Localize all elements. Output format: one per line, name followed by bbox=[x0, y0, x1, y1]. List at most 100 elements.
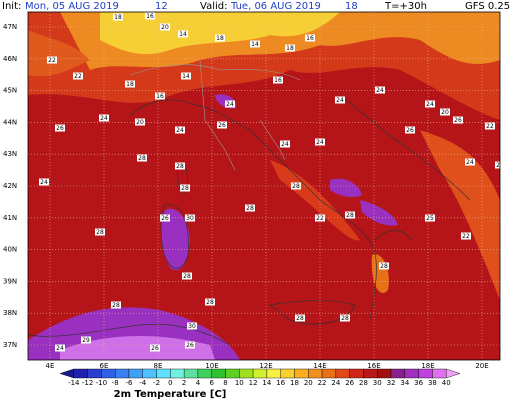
station-value: 26 bbox=[186, 342, 194, 349]
station-value: 22 bbox=[462, 233, 470, 240]
station-value: 20 bbox=[136, 119, 144, 126]
graticule bbox=[28, 12, 500, 360]
station-box bbox=[137, 154, 147, 162]
colorbar-box bbox=[349, 368, 364, 379]
init-hour: 12 bbox=[155, 1, 168, 12]
field-yellow bbox=[100, 12, 340, 55]
colorbar-tick-label: 6 bbox=[209, 379, 214, 387]
lon-label: 16E bbox=[367, 362, 380, 370]
colorbar-tick-label: 22 bbox=[318, 379, 327, 387]
station-value: 28 bbox=[346, 212, 354, 219]
station-value: 18 bbox=[126, 81, 134, 88]
station-value: 24 bbox=[316, 139, 324, 146]
station-values: 18 20 14 16 18 14 18 16 22 22 22 18 16 14 24 16 24 24 24 20… bbox=[39, 12, 504, 352]
station-value: 28 bbox=[112, 302, 120, 309]
station-box bbox=[285, 44, 295, 52]
station-value: 22 bbox=[74, 73, 82, 80]
station-value: 14 bbox=[251, 41, 259, 48]
station-value: 28 bbox=[496, 162, 504, 169]
colorbar-tick-label: 34 bbox=[400, 379, 409, 387]
colorbar-tick-label: 30 bbox=[373, 379, 382, 387]
station-value: 28 bbox=[206, 299, 214, 306]
station-value: 30 bbox=[188, 323, 196, 330]
station-value: 24 bbox=[176, 127, 184, 134]
station-value: 26 bbox=[454, 117, 462, 124]
lat-label: 45N bbox=[3, 87, 17, 95]
station-value: 18 bbox=[286, 45, 294, 52]
station-box bbox=[250, 40, 260, 48]
colorbar-box bbox=[335, 368, 350, 379]
station-value: 28 bbox=[183, 273, 191, 280]
station-box bbox=[305, 34, 315, 42]
station-box bbox=[135, 118, 145, 126]
colorbar-box bbox=[404, 368, 419, 379]
colorbar-box bbox=[128, 368, 143, 379]
colorbar-tick-label: 20 bbox=[304, 379, 313, 387]
station-box bbox=[215, 34, 225, 42]
lon-label: 8E bbox=[154, 362, 163, 370]
colorbar-box bbox=[377, 368, 392, 379]
colorbar-box bbox=[252, 368, 268, 379]
colorbar-box bbox=[225, 368, 240, 379]
field-orange-apennine bbox=[270, 160, 360, 241]
station-value: 22 bbox=[48, 57, 56, 64]
colorbar-tick-label: -12 bbox=[82, 379, 93, 387]
station-value: 28 bbox=[292, 183, 300, 190]
station-value: 28 bbox=[138, 155, 146, 162]
station-box bbox=[425, 214, 435, 222]
station-value: 26 bbox=[406, 127, 414, 134]
station-box bbox=[495, 161, 500, 169]
station-value: 26 bbox=[56, 125, 64, 132]
station-box bbox=[245, 204, 255, 212]
colorbar-title: 2m Temperature [C] bbox=[114, 389, 227, 400]
colorbar-tick-label: 16 bbox=[276, 379, 285, 387]
station-box bbox=[113, 13, 123, 21]
station-box bbox=[95, 228, 105, 236]
colorbar-tick-label: 14 bbox=[262, 379, 271, 387]
lat-label: 38N bbox=[3, 309, 17, 317]
station-box bbox=[160, 214, 170, 222]
valid-date: Tue, 06 AUG 2019 bbox=[230, 1, 321, 12]
station-value: 24 bbox=[281, 141, 289, 148]
station-box bbox=[273, 76, 283, 84]
station-box bbox=[425, 100, 435, 108]
station-value: 28 bbox=[246, 205, 254, 212]
lat-label: 43N bbox=[3, 150, 17, 158]
colorbar-tick-label: 4 bbox=[196, 379, 201, 387]
lon-label: 20E bbox=[475, 362, 488, 370]
lon-label: 12E bbox=[259, 362, 272, 370]
station-value: 28 bbox=[96, 229, 104, 236]
station-box bbox=[178, 30, 188, 38]
colorbar-box bbox=[197, 368, 212, 379]
colorbar-box bbox=[211, 368, 226, 379]
station-value: 16 bbox=[146, 13, 154, 20]
station-value: 24 bbox=[56, 345, 64, 352]
lat-label: 40N bbox=[3, 246, 17, 254]
station-value: 16 bbox=[274, 77, 282, 84]
station-box bbox=[175, 126, 185, 134]
station-box bbox=[155, 92, 165, 100]
colorbar-box bbox=[73, 368, 88, 379]
colorbar-box bbox=[418, 368, 433, 379]
station-value: 24 bbox=[426, 101, 434, 108]
station-value: 30 bbox=[186, 215, 194, 222]
colorbar-tick-label: 36 bbox=[414, 379, 423, 387]
colorbar-tick-label: -10 bbox=[96, 379, 107, 387]
station-value: 22 bbox=[316, 215, 324, 222]
colorbar-arrow-low bbox=[59, 368, 74, 379]
station-box bbox=[39, 178, 49, 186]
station-value: 29 bbox=[82, 337, 90, 344]
station-box bbox=[175, 162, 185, 170]
station-box bbox=[335, 96, 345, 104]
station-box bbox=[99, 114, 109, 122]
station-value: 24 bbox=[466, 159, 474, 166]
station-box bbox=[340, 314, 350, 322]
station-value: 28 bbox=[181, 185, 189, 192]
colorbar-tick-label: 0 bbox=[168, 379, 172, 387]
station-box bbox=[145, 12, 155, 20]
colorbar-box bbox=[266, 368, 281, 379]
colorbar-box bbox=[294, 368, 309, 379]
colorbar-tick-label: 40 bbox=[442, 379, 451, 387]
colorbar-box bbox=[390, 368, 406, 379]
field-purple-sardinia bbox=[160, 208, 190, 271]
